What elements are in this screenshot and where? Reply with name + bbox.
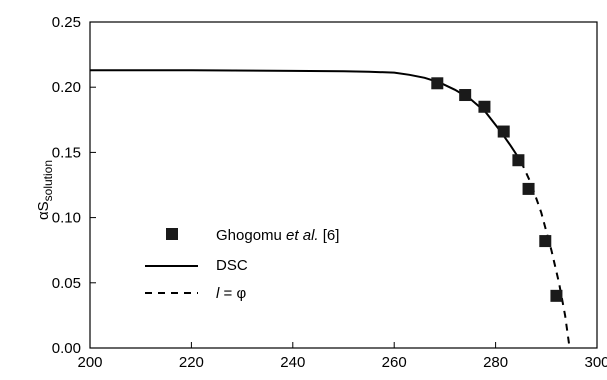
data-point-ghogomu bbox=[459, 89, 472, 102]
y-tick-label: 0.00 bbox=[52, 340, 81, 357]
data-point-ghogomu bbox=[550, 289, 563, 302]
series-line-dsc bbox=[90, 69, 522, 163]
legend: Ghogomu et al. [6] DSC l = φ bbox=[145, 227, 339, 302]
legend-label-dsc: DSC bbox=[216, 257, 248, 274]
y-axis-ticks: 0.00 0.05 0.10 0.15 0.20 0.25 bbox=[52, 14, 96, 357]
y-axis-title-sub: solution bbox=[41, 160, 55, 201]
x-tick-label: 280 bbox=[483, 354, 508, 371]
data-point-ghogomu bbox=[522, 182, 535, 195]
x-tick-label: 260 bbox=[382, 354, 407, 371]
x-tick-label: 240 bbox=[280, 354, 305, 371]
legend-marker-ghogomu bbox=[166, 228, 178, 240]
plot-frame bbox=[89, 21, 598, 349]
data-point-ghogomu bbox=[539, 235, 552, 248]
series-markers bbox=[431, 77, 563, 302]
y-tick-label: 0.05 bbox=[52, 275, 81, 292]
data-point-ghogomu bbox=[497, 125, 510, 138]
y-tick-label: 0.15 bbox=[52, 144, 81, 161]
x-tick-label: 220 bbox=[179, 354, 204, 371]
data-point-ghogomu bbox=[478, 100, 491, 113]
legend-label-l-phi: l = φ bbox=[216, 285, 246, 302]
series-line-l-phi bbox=[520, 161, 571, 349]
series-lines bbox=[90, 69, 571, 349]
y-axis-title: αSsolution bbox=[35, 160, 55, 220]
x-axis-ticks: 200 220 240 260 280 300 bbox=[77, 342, 607, 371]
y-tick-label: 0.10 bbox=[52, 210, 81, 227]
data-point-ghogomu bbox=[431, 77, 444, 90]
data-point-ghogomu bbox=[512, 154, 525, 167]
y-axis-title-main: αS bbox=[35, 201, 52, 220]
y-tick-label: 0.25 bbox=[52, 14, 81, 31]
legend-label-ghogomu: Ghogomu et al. [6] bbox=[216, 227, 339, 244]
plot-border bbox=[89, 21, 598, 349]
x-tick-label: 200 bbox=[77, 354, 102, 371]
x-tick-label: 300 bbox=[584, 354, 607, 371]
y-tick-label: 0.20 bbox=[52, 79, 81, 96]
